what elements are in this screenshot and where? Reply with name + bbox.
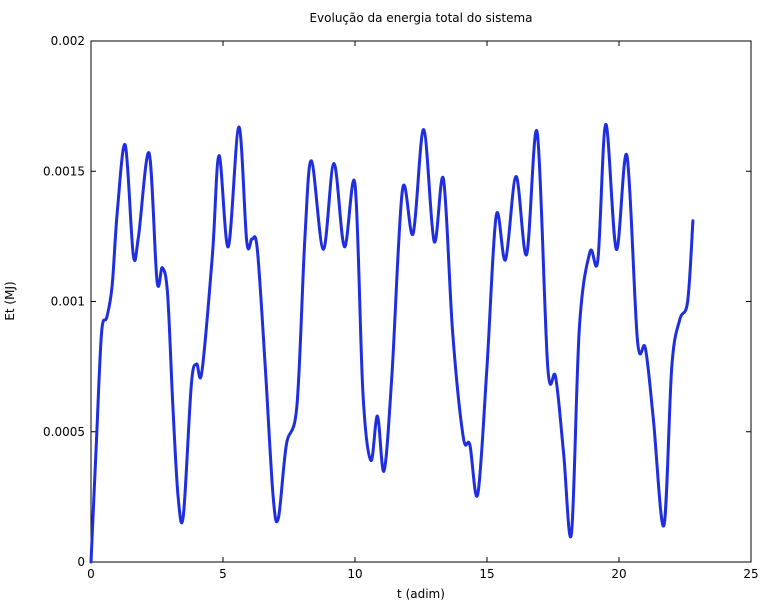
axis-ticks: 0 5 10 15 20 25 0 0.0005 0.001 0.0015 0.002 — [43, 34, 759, 581]
x-tick-label: 20 — [611, 567, 626, 581]
series-layer — [89, 122, 695, 564]
y-axis-label: Et (MJ) — [3, 281, 17, 320]
chart-title: Evolução da energia total do sistema — [309, 11, 532, 25]
y-tick-label: 0 — [77, 555, 85, 569]
x-tick-label: 25 — [743, 567, 758, 581]
x-axis-label: t (adim) — [397, 587, 445, 601]
series-line — [89, 122, 695, 564]
x-tick-label: 0 — [87, 567, 95, 581]
plot-area — [90, 40, 752, 563]
x-tick-label: 15 — [479, 567, 494, 581]
y-tick-label: 0.0015 — [43, 164, 85, 178]
y-tick-label: 0.0005 — [43, 425, 85, 439]
y-tick-label: 0.002 — [51, 34, 85, 48]
y-tick-label: 0.001 — [51, 295, 85, 309]
x-tick-label: 10 — [347, 567, 362, 581]
x-tick-label: 5 — [219, 567, 227, 581]
